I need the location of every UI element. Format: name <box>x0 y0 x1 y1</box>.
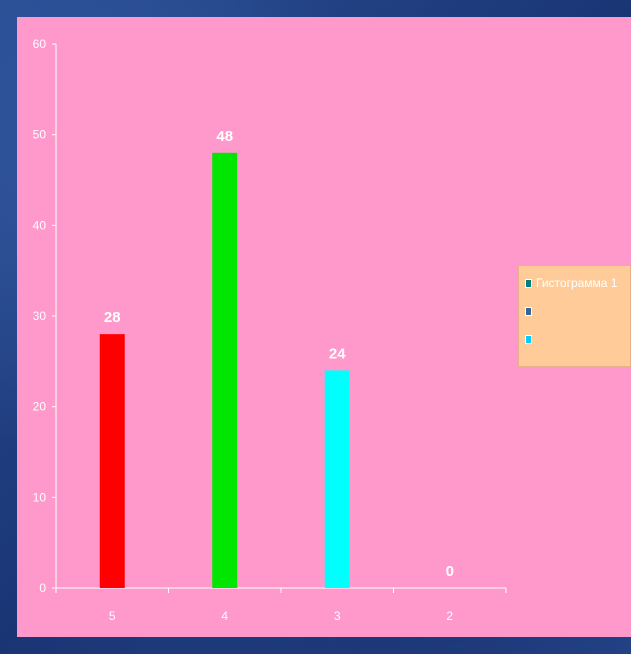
legend: Гистограмма 1 <box>518 265 631 367</box>
data-label: 0 <box>446 563 454 580</box>
x-tick-label: 2 <box>446 609 453 623</box>
y-tick-label: 30 <box>33 309 47 323</box>
x-tick-label: 5 <box>109 609 116 623</box>
y-axis: 0 10 20 30 40 50 60 <box>33 37 57 595</box>
legend-item-3 <box>525 332 536 346</box>
legend-swatch-3 <box>525 334 532 344</box>
bar <box>212 152 238 589</box>
x-tick-label: 4 <box>221 609 228 623</box>
legend-swatch-1 <box>525 278 532 288</box>
y-tick-label: 10 <box>33 490 47 504</box>
y-tick-label: 20 <box>33 400 47 414</box>
legend-item-1: Гистограмма 1 <box>525 276 617 290</box>
x-tick-label: 3 <box>334 609 341 623</box>
data-label: 28 <box>104 309 121 326</box>
y-tick-label: 60 <box>33 37 47 51</box>
data-label: 24 <box>329 345 346 362</box>
legend-item-2 <box>525 304 536 318</box>
x-axis: 5 4 3 2 <box>55 587 507 623</box>
bar <box>99 334 125 588</box>
legend-swatch-2 <box>525 306 532 316</box>
data-labels: 28 48 24 0 <box>104 128 454 580</box>
y-tick-label: 50 <box>33 128 47 142</box>
legend-label-1: Гистограмма 1 <box>536 276 618 290</box>
bar <box>324 370 350 588</box>
y-tick-label: 0 <box>39 581 46 595</box>
bars <box>99 152 350 589</box>
y-tick-label: 40 <box>33 218 47 232</box>
data-label: 48 <box>216 128 233 145</box>
